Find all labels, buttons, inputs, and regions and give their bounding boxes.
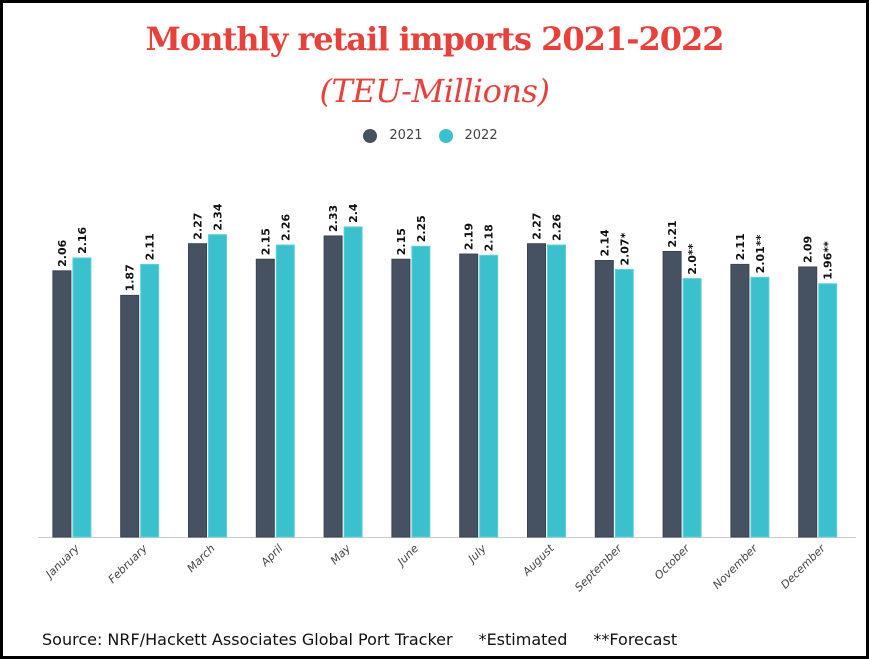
bar-2021-april — [255, 258, 275, 538]
data-label-2021-september: 2.14 — [598, 229, 611, 256]
bar-2022-october — [682, 278, 702, 538]
bar-2022-december — [818, 283, 838, 538]
data-label-2022-june: 2.25 — [415, 215, 428, 242]
chart-title: Monthly retail imports 2021-2022 — [145, 20, 724, 58]
data-label-2021-november: 2.11 — [734, 233, 747, 260]
bar-2021-september — [594, 260, 614, 538]
data-label-2021-march: 2.27 — [192, 213, 205, 240]
bar-2021-december — [798, 266, 818, 538]
bar-2021-may — [323, 235, 343, 538]
bar-2022-june — [411, 245, 431, 538]
x-tick-label-april: April — [258, 542, 286, 570]
data-label-2021-august: 2.27 — [531, 213, 544, 240]
x-tick-label-january: January — [42, 542, 82, 582]
data-label-2021-february: 1.87 — [124, 264, 137, 291]
data-label-2022-september: 2.07* — [618, 232, 631, 265]
data-label-2021-april: 2.15 — [259, 228, 272, 255]
footer: Source: NRF/Hackett Associates Global Po… — [42, 630, 703, 649]
bar-2021-november — [730, 263, 750, 538]
bar-2021-june — [391, 258, 411, 538]
x-tick-label-may: May — [328, 542, 354, 568]
estimated-note: *Estimated — [478, 630, 568, 649]
bar-2022-january — [72, 257, 92, 538]
bar-2022-august — [547, 244, 566, 538]
legend-label-2021: 2021 — [389, 128, 423, 143]
data-label-2022-may: 2.4 — [347, 203, 360, 223]
bar-2021-march — [188, 243, 207, 538]
data-label-2022-october: 2.0** — [686, 243, 699, 274]
data-label-2022-august: 2.26 — [551, 214, 564, 241]
x-tick-label-february: February — [106, 542, 150, 586]
data-label-2022-april: 2.26 — [279, 214, 292, 241]
legend-label-2022: 2022 — [464, 128, 498, 143]
bar-2022-march — [208, 234, 227, 538]
data-label-2021-may: 2.33 — [327, 205, 340, 232]
bar-2022-february — [140, 263, 160, 538]
bar-2021-july — [459, 253, 479, 538]
x-tick-label-november: November — [710, 541, 761, 592]
bar-2022-september — [614, 269, 634, 538]
data-label-2021-october: 2.21 — [666, 220, 679, 247]
x-tick-label-july: July — [464, 542, 489, 567]
data-label-2022-july: 2.18 — [483, 224, 496, 251]
forecast-note: **Forecast — [593, 630, 678, 649]
data-label-2021-december: 2.09 — [802, 236, 815, 263]
chart-subtitle: (TEU-Millions) — [319, 72, 550, 110]
data-label-2022-november: 2.01** — [754, 234, 767, 273]
bar-2022-april — [275, 244, 295, 538]
x-tick-label-august: August — [519, 541, 557, 579]
data-label-2021-july: 2.19 — [463, 223, 476, 250]
x-tick-label-september: September — [572, 541, 625, 594]
legend-swatch-2021 — [363, 128, 378, 143]
legend-item-2022: 2022 — [438, 128, 498, 143]
legend-swatch-2022 — [438, 128, 453, 143]
data-label-2021-january: 2.06 — [56, 239, 69, 266]
bar-2022-july — [479, 254, 499, 538]
x-tick-label-october: October — [652, 541, 693, 582]
source-note: Source: NRF/Hackett Associates Global Po… — [42, 630, 453, 649]
data-label-2022-february: 2.11 — [144, 233, 157, 260]
bar-2021-october — [662, 250, 682, 538]
data-label-2022-december: 1.96** — [822, 241, 835, 280]
bar-2021-february — [120, 294, 140, 538]
x-tick-label-march: March — [185, 542, 218, 575]
bar-2021-january — [52, 270, 72, 538]
legend-item-2021: 2021 — [363, 128, 423, 143]
bar-2021-august — [527, 243, 546, 538]
data-label-2021-june: 2.15 — [395, 228, 408, 255]
x-tick-label-june: June — [393, 542, 421, 570]
data-label-2022-march: 2.34 — [212, 203, 225, 230]
data-label-2022-january: 2.16 — [76, 226, 89, 253]
bar-2022-november — [750, 276, 770, 538]
x-tick-label-december: December — [778, 541, 829, 592]
legend: 2021 2022 — [0, 128, 869, 143]
bar-2022-may — [343, 226, 363, 538]
